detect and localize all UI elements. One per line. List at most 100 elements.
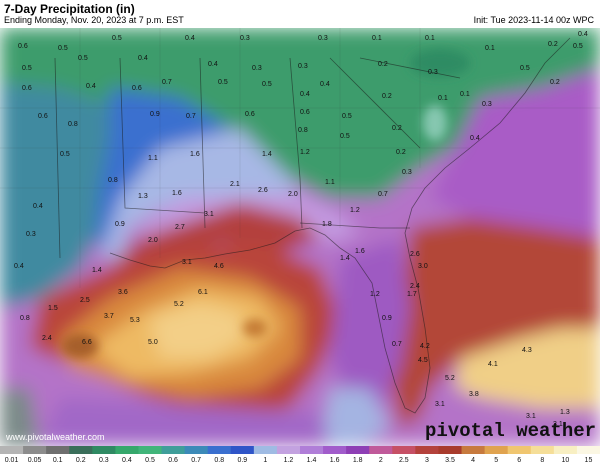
value-label: 0.8 — [20, 315, 30, 322]
colorbar-swatch — [530, 446, 555, 454]
field-peach-core — [150, 303, 245, 358]
value-label: 2.4 — [410, 283, 420, 290]
value-label: 3.1 — [435, 401, 445, 408]
value-label: 0.7 — [392, 341, 402, 348]
value-label: 1.3 — [138, 193, 148, 200]
colorbar-swatch — [507, 446, 532, 454]
colorbar-tick-label: 1.2 — [284, 457, 294, 464]
state-line-al-ga — [289, 57, 303, 229]
value-label: 0.3 — [252, 65, 262, 72]
colorbar-tick-label: 0.6 — [168, 457, 178, 464]
value-label: 0.5 — [22, 65, 32, 72]
value-label: 0.5 — [218, 79, 228, 86]
watermark-group: www.pivotalweather.com pivotal weather — [5, 420, 596, 442]
value-label: 0.1 — [372, 35, 382, 42]
colorbar-svg: 0.01 0.05 0.1 0.2 0.3 0.4 0.5 0.6 0.7 0.8 0.9 1 1.2 1… — [0, 446, 600, 464]
value-label: 6.6 — [82, 339, 92, 346]
gulf-coast-line — [109, 37, 571, 414]
init-time: Init: Tue 2023-11-14 00z WPC — [473, 15, 594, 25]
value-label: 5.3 — [130, 317, 140, 324]
header: 7-Day Precipitation (in) Ending Monday, … — [0, 0, 600, 28]
field-red-atlantic — [390, 218, 600, 428]
colorbar-tick-label: 2 — [379, 457, 383, 464]
colorbar-swatch — [300, 446, 324, 454]
value-label: 0.4 — [300, 91, 310, 98]
colorbar-tick-label: 5 — [494, 457, 498, 464]
state-line-ms-al — [199, 57, 206, 229]
colorbar-swatch — [207, 446, 232, 454]
value-label: 2.5 — [80, 297, 90, 304]
value-label: 0.6 — [245, 111, 255, 118]
colorbar-swatch — [138, 446, 163, 454]
dark-core-east — [243, 319, 267, 337]
field-purple-east — [430, 68, 600, 238]
colorbar-tick-label: 1 — [263, 457, 267, 464]
value-label: 1.3 — [560, 409, 570, 416]
field-highlights — [62, 49, 470, 358]
colorbar-swatch — [576, 446, 600, 454]
value-label: 0.2 — [382, 93, 392, 100]
colorbar-swatch — [438, 446, 463, 454]
colorbar-tick-label: 3 — [425, 457, 429, 464]
colorbar-tick-label: 3.5 — [445, 457, 455, 464]
state-line-tx-la — [54, 57, 61, 259]
value-label: 3.7 — [104, 313, 114, 320]
value-label: 0.8 — [108, 177, 118, 184]
watermark-url: www.pivotalweather.com — [5, 432, 105, 442]
value-label: 2.4 — [42, 335, 52, 342]
colorbar-tick-label: 8 — [540, 457, 544, 464]
value-label: 0.3 — [318, 35, 328, 42]
colorbar-swatch — [323, 446, 347, 454]
value-label: 5.2 — [445, 375, 455, 382]
valid-time: Ending Monday, Nov. 20, 2023 at 7 p.m. E… — [4, 15, 184, 25]
value-label: 2.1 — [230, 181, 240, 188]
colorbar-tick-label: 0.3 — [99, 457, 109, 464]
value-label: 0.4 — [33, 203, 43, 210]
colorbar-swatch — [230, 446, 255, 454]
value-label: 0.7 — [186, 113, 196, 120]
value-label: 5.2 — [174, 301, 184, 308]
colorbar-swatch — [484, 446, 509, 454]
value-label: 0.5 — [340, 133, 350, 140]
field-gray-sw — [0, 388, 40, 446]
field-lightblue-keys — [320, 388, 390, 446]
value-label: 1.4 — [92, 267, 102, 274]
colorbar-tick-label: 0.1 — [53, 457, 63, 464]
colorbar-tick-label: 0.9 — [237, 457, 247, 464]
value-label: 0.3 — [482, 101, 492, 108]
colorbar-tick-label: 0.7 — [191, 457, 201, 464]
value-label: 4.3 — [522, 347, 532, 354]
dark-green-nc — [410, 49, 470, 77]
colorbar-swatch — [253, 446, 278, 454]
value-label: 2.0 — [288, 191, 298, 198]
value-label: 0.6 — [300, 109, 310, 116]
value-label: 0.9 — [150, 111, 160, 118]
colorbar-swatch — [0, 446, 24, 454]
colorbar-tick-label: 2.5 — [399, 457, 409, 464]
colorbar-tick-label: 0.05 — [28, 457, 42, 464]
value-label: 0.4 — [208, 61, 218, 68]
state-line-la-ms — [119, 57, 206, 214]
value-label: 1.6 — [355, 248, 365, 255]
value-label: 0.1 — [438, 95, 448, 102]
value-label: 0.2 — [396, 149, 406, 156]
colorbar-tick-label: 1.6 — [330, 457, 340, 464]
colorbar-tick-label: 1.8 — [353, 457, 363, 464]
value-label: 0.7 — [378, 191, 388, 198]
value-label: 0.2 — [548, 41, 558, 48]
colorbar-tick-label: 0.4 — [122, 457, 132, 464]
field-yellow-atlantic — [455, 328, 600, 408]
value-label: 0.5 — [78, 55, 88, 62]
value-label: 0.6 — [38, 113, 48, 120]
value-label: 0.5 — [573, 43, 583, 50]
colorbar-tick-label: 4 — [471, 457, 475, 464]
value-label: 3.1 — [182, 259, 192, 266]
value-label: 0.3 — [402, 169, 412, 176]
value-label: 4.1 — [488, 361, 498, 368]
value-label: 1.7 — [407, 291, 417, 298]
value-label: 1.4 — [262, 151, 272, 158]
colorbar-swatch — [23, 446, 47, 454]
value-label: 2.6 — [258, 187, 268, 194]
colorbar-swatch — [461, 446, 486, 454]
